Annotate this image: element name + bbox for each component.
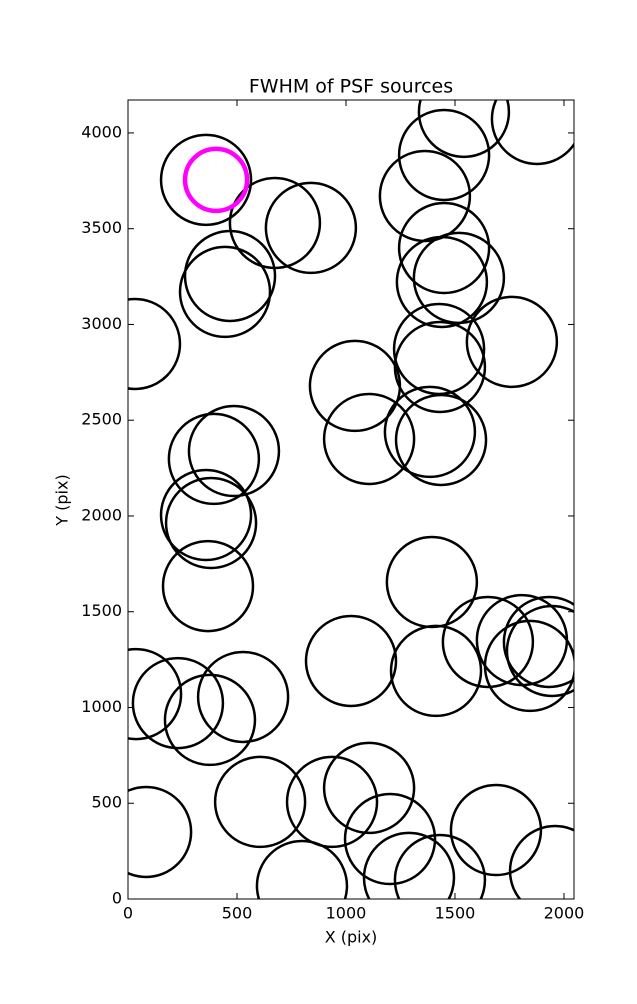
- source-circle: [213, 755, 307, 849]
- y-tick-label: 1000: [81, 697, 122, 716]
- plot-area: [128, 100, 574, 899]
- source-circle: [196, 650, 290, 744]
- source-circle: [183, 229, 277, 323]
- source-circle: [178, 245, 272, 339]
- x-tick-label: 0: [123, 904, 133, 923]
- source-circle: [161, 539, 255, 633]
- source-circle: [490, 100, 574, 166]
- y-tick-label: 3500: [81, 218, 122, 237]
- source-circle: [397, 201, 491, 295]
- source-circle: [128, 785, 193, 879]
- source-circle: [397, 108, 491, 202]
- source-circle: [322, 392, 416, 486]
- y-tick-label: 3000: [81, 314, 122, 333]
- source-circle: [159, 468, 253, 562]
- y-axis-label: Y (pix): [53, 474, 72, 526]
- y-tick-label: 4000: [81, 122, 122, 141]
- source-circle: [465, 295, 559, 389]
- plot-frame: [127, 99, 575, 900]
- source-circle: [394, 393, 488, 487]
- source-circle: [393, 833, 487, 899]
- x-tick-label: 500: [222, 904, 253, 923]
- source-circle: [163, 673, 257, 767]
- source-circle: [308, 339, 402, 433]
- source-circle: [159, 133, 253, 227]
- source-circle: [393, 320, 487, 414]
- source-circle: [502, 595, 574, 689]
- x-tick-label: 2000: [544, 904, 585, 923]
- source-circle: [255, 839, 349, 899]
- source-circle: [182, 146, 250, 214]
- source-circle: [417, 100, 511, 159]
- source-circle: [164, 476, 258, 570]
- source-circle: [508, 824, 574, 899]
- source-circle: [322, 741, 416, 835]
- y-tick-label: 0: [112, 889, 122, 908]
- chart-title: FWHM of PSF sources: [249, 76, 453, 98]
- source-circle: [385, 535, 479, 629]
- y-tick-label: 500: [91, 793, 122, 812]
- x-tick-label: 1500: [435, 904, 476, 923]
- source-circle: [128, 647, 183, 741]
- source-circle: [449, 783, 543, 877]
- x-axis-label: X (pix): [325, 928, 378, 947]
- source-circle: [441, 595, 535, 689]
- source-circle: [285, 755, 379, 849]
- source-circle: [128, 297, 182, 391]
- source-circle: [264, 181, 358, 275]
- x-tick-label: 1000: [326, 904, 367, 923]
- source-circle: [505, 604, 574, 698]
- source-circle: [343, 792, 437, 886]
- source-circle: [395, 235, 489, 329]
- source-circle: [383, 385, 477, 479]
- source-circle: [167, 412, 261, 506]
- source-circle: [187, 404, 281, 498]
- source-circle: [362, 831, 456, 899]
- source-circle: [304, 614, 398, 708]
- y-tick-label: 2500: [81, 410, 122, 429]
- y-tick-label: 2000: [81, 505, 122, 524]
- y-tick-label: 1500: [81, 601, 122, 620]
- source-circle: [131, 656, 225, 750]
- source-circle: [483, 619, 574, 713]
- source-circle: [389, 624, 483, 718]
